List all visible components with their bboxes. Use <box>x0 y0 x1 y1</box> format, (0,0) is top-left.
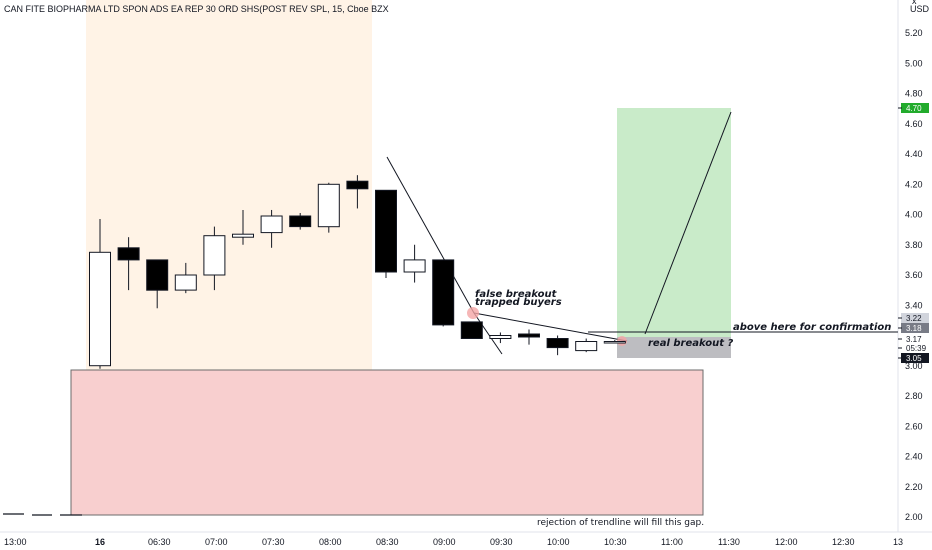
candle-body <box>260 215 283 234</box>
candle-body <box>375 189 397 273</box>
price-tick-label: 4.60 <box>905 119 923 129</box>
scale-label: x <box>912 0 917 6</box>
real-breakout-label: real breakout ? <box>648 338 734 349</box>
candle-body <box>203 235 226 276</box>
price-tick-label: 4.20 <box>905 179 923 189</box>
price-tick-label: 2.20 <box>905 482 923 492</box>
false-breakout-label: false breakout <box>475 289 558 300</box>
candle-body <box>403 259 426 273</box>
time-tick-label: 08:30 <box>376 537 399 547</box>
time-tick-label: 10:00 <box>547 537 570 547</box>
time-axis[interactable]: 13:00 16 06:30 07:00 07:30 08:00 08:30 09:00 09:… <box>4 537 903 547</box>
price-tag-bg <box>901 313 929 323</box>
price-tick-label: 4.00 <box>905 210 923 220</box>
price-tick-label: 3.00 <box>905 361 923 371</box>
price-tag-bg <box>901 353 929 363</box>
price-tag-label: 05:39 <box>906 344 927 353</box>
time-tick-label: 16 <box>95 537 105 547</box>
candle-body <box>117 247 140 261</box>
time-tick-label: 11:00 <box>661 537 683 547</box>
candle-body <box>575 341 598 352</box>
price-tag-bg <box>901 323 929 333</box>
price-tick-label: 2.60 <box>905 421 923 431</box>
time-tick-label: 07:30 <box>262 537 285 547</box>
candle-body <box>317 183 340 228</box>
time-tick-label: 07:00 <box>205 537 228 547</box>
lower-trendline <box>473 312 628 342</box>
target-zone-box[interactable] <box>617 108 731 337</box>
trapped-buyers-label: trapped buyers <box>475 297 562 308</box>
price-axis[interactable]: 5.20 5.00 4.80 4.60 4.40 4.20 4.00 3.80 3.60 3.40… <box>905 28 923 522</box>
price-tick-label: 5.20 <box>905 28 923 38</box>
candle-body <box>489 335 512 339</box>
candle-body <box>460 321 483 339</box>
time-tick-label: 12:30 <box>832 537 855 547</box>
chart-title: CAN FITE BIOPHARMA LTD SPON ADS EA REP 3… <box>4 4 389 14</box>
price-tag-label: 3.22 <box>906 314 922 323</box>
candles-group <box>89 175 626 369</box>
price-tick-label: 5.00 <box>905 58 923 68</box>
time-tick-label: 13:00 <box>4 537 27 547</box>
candle-body <box>518 333 540 338</box>
candle-body <box>603 341 626 344</box>
confirmation-label: above here for confirmation <box>733 322 891 333</box>
price-tick-label: 2.80 <box>905 391 923 401</box>
price-tag-label: 3.17 <box>906 335 922 344</box>
candle-body <box>232 233 254 238</box>
price-tag-label: 3.05 <box>906 354 922 363</box>
price-tick-label: 4.40 <box>905 149 923 159</box>
time-tick-label: 06:30 <box>148 537 171 547</box>
gap-zone-box[interactable] <box>70 369 704 516</box>
false-breakout-marker <box>467 307 479 319</box>
currency-label: USD <box>910 4 930 14</box>
candle-body <box>432 259 455 326</box>
price-tick-label: 4.80 <box>905 89 923 99</box>
price-tick-label: 2.00 <box>905 512 923 522</box>
candle-body <box>146 259 169 291</box>
candle-body <box>546 338 569 349</box>
time-tick-label: 11:30 <box>718 537 740 547</box>
projection-line <box>644 111 732 335</box>
time-tick-label: 10:30 <box>604 537 627 547</box>
premarket-dashes <box>3 513 82 516</box>
gap-note-label: rejection of trendline will fill this ga… <box>537 518 704 528</box>
candle-body <box>289 215 312 228</box>
price-tag-label: 3.18 <box>906 324 922 333</box>
price-tag-label: 4.70 <box>906 104 922 113</box>
time-tick-label: 12:00 <box>775 537 798 547</box>
price-tick-label: 3.60 <box>905 270 923 280</box>
price-tick-label: 3.40 <box>905 300 923 310</box>
price-tick-label: 2.40 <box>905 452 923 462</box>
time-tick-label: 08:00 <box>319 537 342 547</box>
time-tick-label: 09:30 <box>490 537 513 547</box>
price-tick-label: 3.80 <box>905 240 923 250</box>
candle-body <box>346 180 369 190</box>
time-tick-label: 13 <box>893 537 903 547</box>
candle-body <box>174 274 197 291</box>
stop-zone-box[interactable] <box>617 337 731 358</box>
price-tag-bg <box>901 103 929 113</box>
time-tick-label: 09:00 <box>433 537 456 547</box>
candle-body <box>89 251 111 367</box>
